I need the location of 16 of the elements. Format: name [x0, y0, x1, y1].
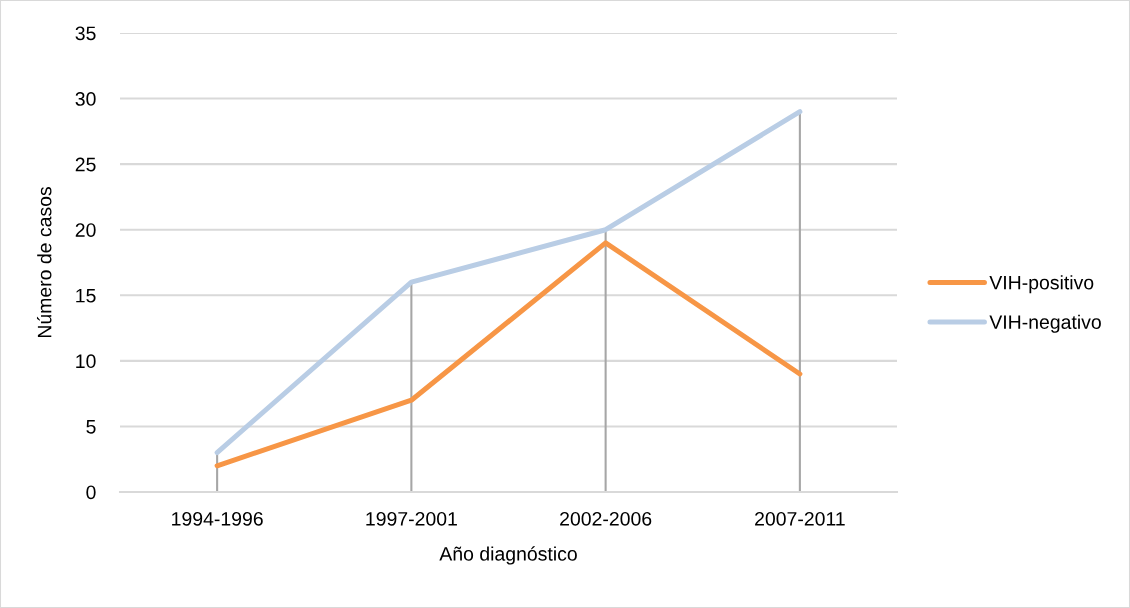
- y-axis-title: Número de casos: [36, 187, 52, 338]
- legend-label: VIH-negativo: [989, 314, 1101, 333]
- y-tick-label: 10: [76, 354, 96, 369]
- y-tick-label: 25: [75, 157, 96, 172]
- x-tick-label: 2002-2006: [560, 511, 652, 526]
- y-tick-label: 30: [75, 92, 96, 106]
- y-tick-label: 0: [86, 485, 96, 500]
- y-tick-label: 15: [76, 288, 96, 303]
- x-tick-label: 2007-2011: [755, 511, 845, 526]
- x-tick-label: 1997-2001: [366, 511, 457, 526]
- y-tick-label: 35: [75, 26, 96, 41]
- y-tick-label: 5: [86, 420, 96, 434]
- legend-label: VIH-positivo: [989, 275, 1094, 294]
- y-tick-label: 20: [75, 223, 96, 237]
- x-tick-label: 1994-1996: [172, 511, 263, 526]
- x-axis-title: Año diagnóstico: [439, 546, 577, 565]
